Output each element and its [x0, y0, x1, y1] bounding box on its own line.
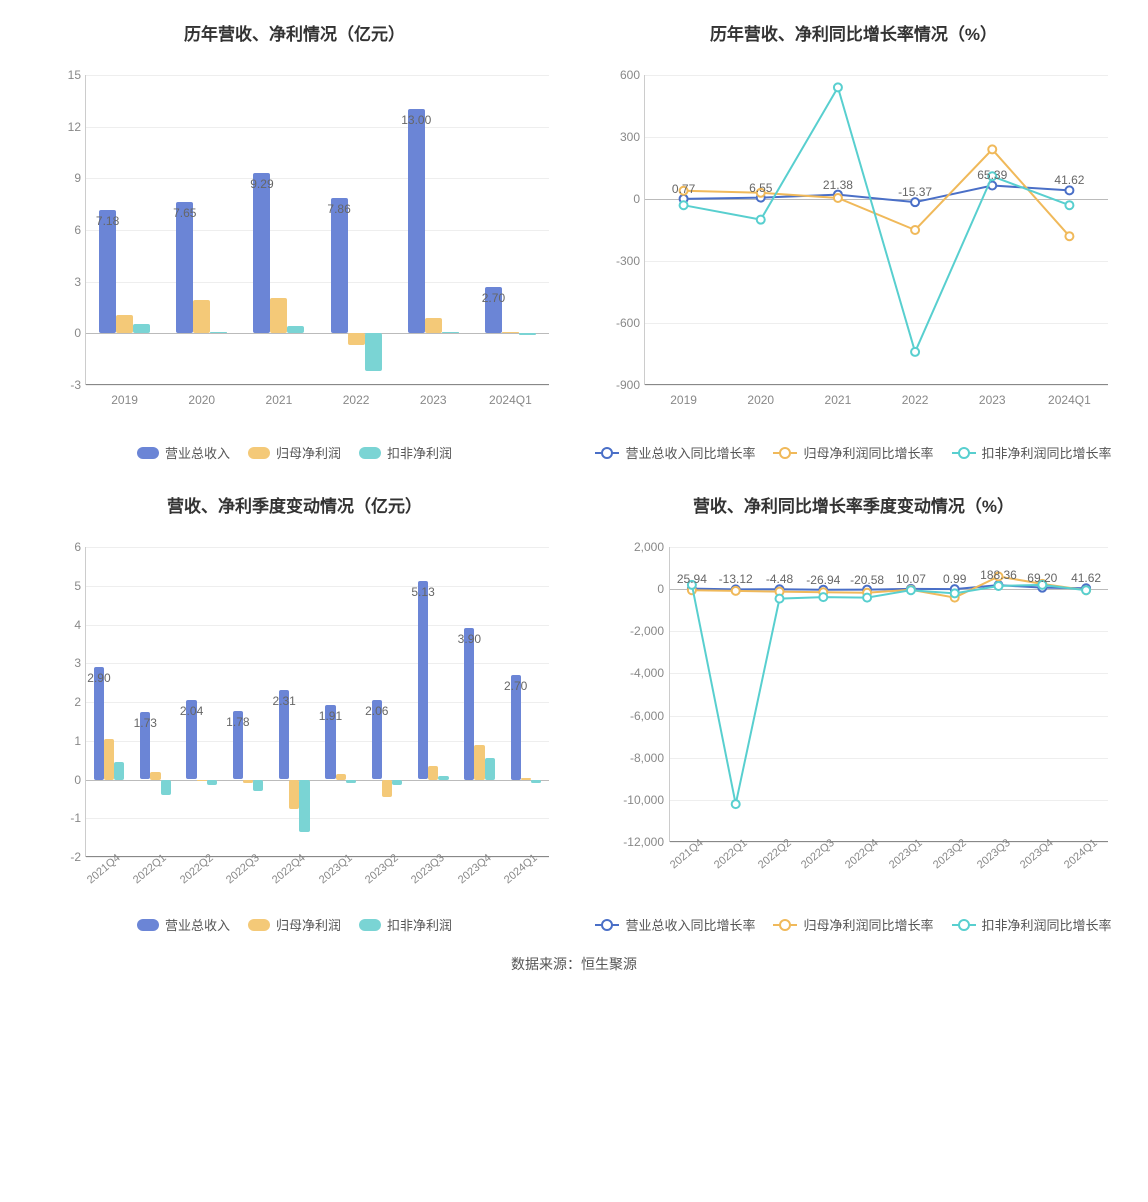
chart1-panel: 历年营收、净利情况（亿元） -30369121520197.1820207.65… — [30, 20, 559, 462]
swatch — [248, 919, 270, 931]
chart1-area: -30369121520197.1820207.6520219.2920227.… — [30, 65, 559, 425]
swatch — [773, 924, 797, 926]
legend-item: 扣非净利润 — [359, 443, 452, 462]
chart1-plot: -30369121520197.1820207.6520219.2920227.… — [85, 75, 549, 385]
swatch — [359, 447, 381, 459]
legend-item: 归母净利润 — [248, 915, 341, 934]
chart3-legend: 营业总收入 归母净利润 扣非净利润 — [30, 915, 559, 934]
swatch — [595, 924, 619, 926]
swatch — [773, 452, 797, 454]
chart4-title: 营收、净利同比增长率季度变动情况（%） — [589, 492, 1118, 517]
swatch — [359, 919, 381, 931]
legend-item: 营业总收入 — [137, 915, 230, 934]
swatch — [952, 924, 976, 926]
chart3-area: -2-101234562021Q42.902022Q11.732022Q22.0… — [30, 537, 559, 897]
legend-item: 归母净利润同比增长率 — [773, 915, 933, 934]
chart3-plot: -2-101234562021Q42.902022Q11.732022Q22.0… — [85, 547, 549, 857]
chart1-legend: 营业总收入 归母净利润 扣非净利润 — [30, 443, 559, 462]
legend-item: 扣非净利润同比增长率 — [952, 443, 1112, 462]
swatch — [595, 452, 619, 454]
chart2-area: -900-600-3000300600201920202021202220232… — [589, 65, 1118, 425]
chart4-legend: 营业总收入同比增长率 归母净利润同比增长率 扣非净利润同比增长率 — [589, 915, 1118, 934]
legend-item: 扣非净利润同比增长率 — [952, 915, 1112, 934]
chart3-title: 营收、净利季度变动情况（亿元） — [30, 492, 559, 517]
chart2-legend: 营业总收入同比增长率 归母净利润同比增长率 扣非净利润同比增长率 — [589, 443, 1118, 462]
charts-grid: 历年营收、净利情况（亿元） -30369121520197.1820207.65… — [30, 20, 1118, 934]
legend-item: 营业总收入 — [137, 443, 230, 462]
swatch — [248, 447, 270, 459]
data-source-label: 数据来源：恒生聚源 — [30, 954, 1118, 974]
legend-item: 归母净利润 — [248, 443, 341, 462]
swatch — [137, 447, 159, 459]
chart4-panel: 营收、净利同比增长率季度变动情况（%） -12,000-10,000-8,000… — [589, 492, 1118, 934]
chart4-area: -12,000-10,000-8,000-6,000-4,000-2,00002… — [589, 537, 1118, 897]
legend-item: 营业总收入同比增长率 — [595, 443, 755, 462]
chart1-title: 历年营收、净利情况（亿元） — [30, 20, 559, 45]
swatch — [137, 919, 159, 931]
legend-item: 营业总收入同比增长率 — [595, 915, 755, 934]
chart2-plot: -900-600-3000300600201920202021202220232… — [644, 75, 1108, 385]
chart4-plot: -12,000-10,000-8,000-6,000-4,000-2,00002… — [669, 547, 1108, 842]
chart2-title: 历年营收、净利同比增长率情况（%） — [589, 20, 1118, 45]
legend-item: 扣非净利润 — [359, 915, 452, 934]
swatch — [952, 452, 976, 454]
legend-item: 归母净利润同比增长率 — [773, 443, 933, 462]
chart3-panel: 营收、净利季度变动情况（亿元） -2-101234562021Q42.90202… — [30, 492, 559, 934]
chart2-panel: 历年营收、净利同比增长率情况（%） -900-600-3000300600201… — [589, 20, 1118, 462]
